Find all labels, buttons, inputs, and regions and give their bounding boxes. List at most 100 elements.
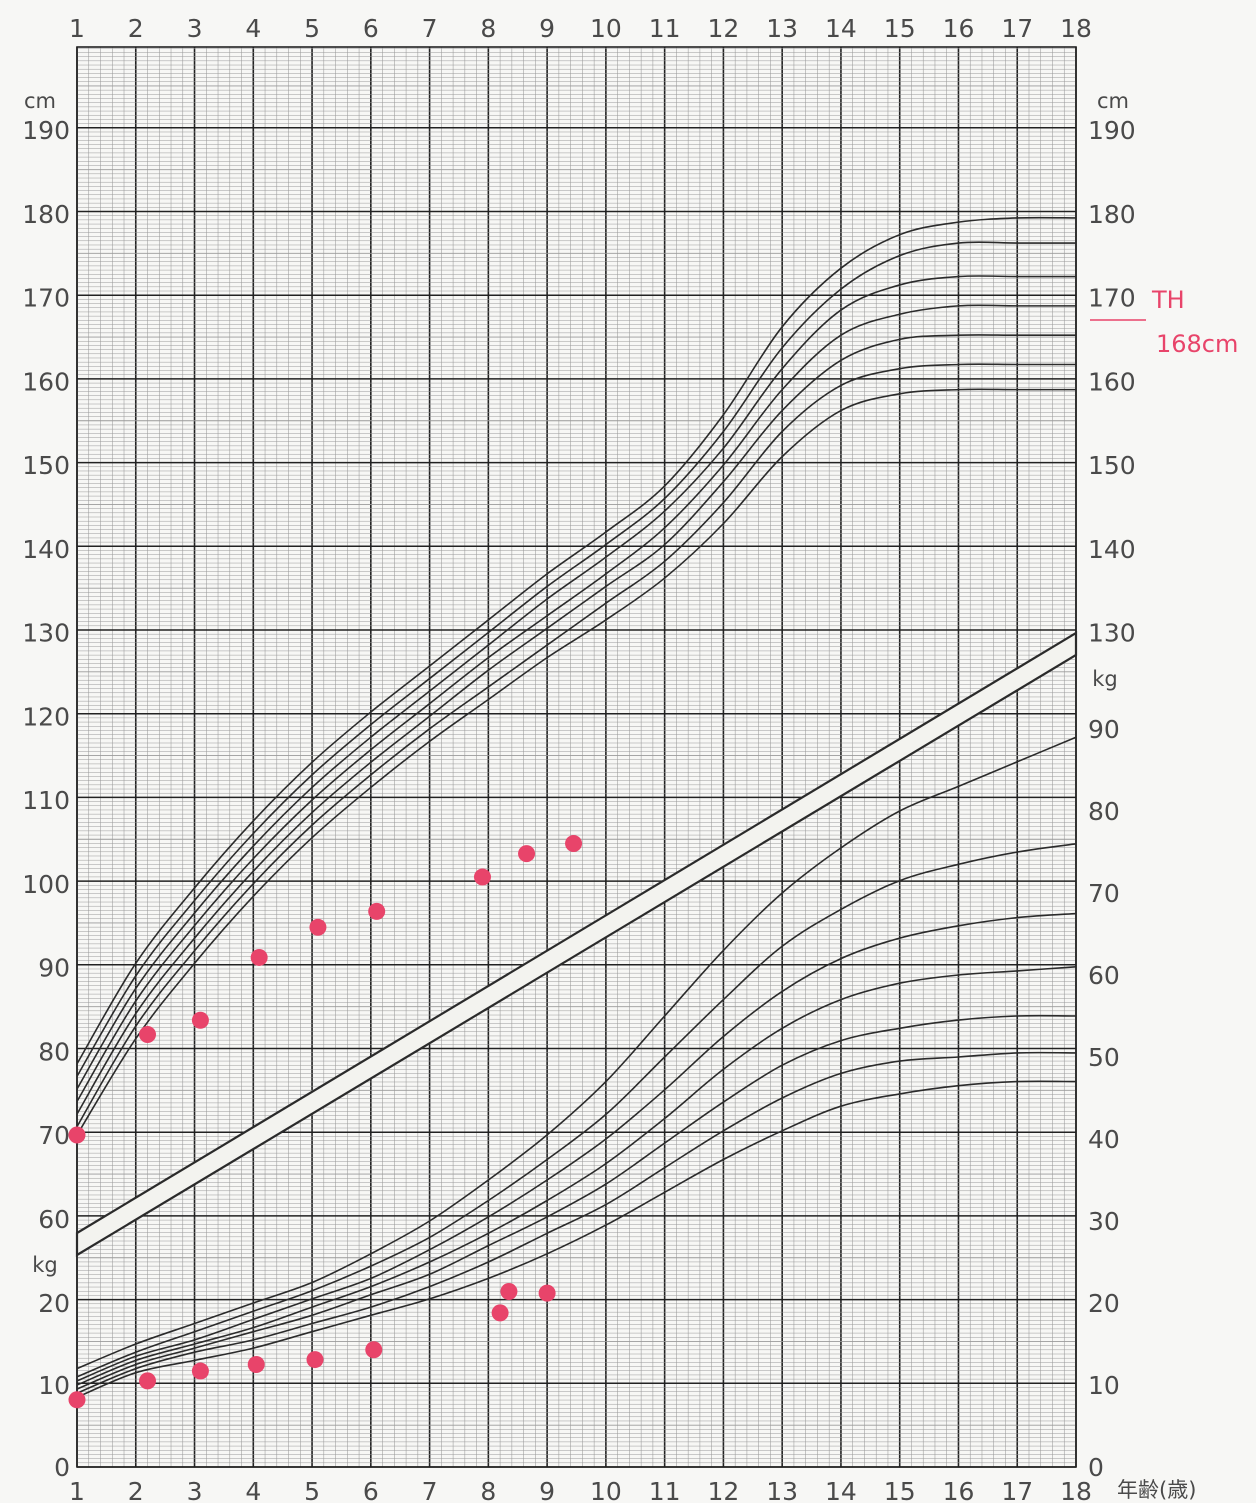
x-tick-label-top: 2: [128, 14, 144, 43]
height-tick-label-left: 190: [22, 116, 70, 145]
x-tick-label-top: 18: [1060, 14, 1092, 43]
weight-measurement-point: [538, 1284, 556, 1302]
x-tick-label-top: 8: [480, 14, 496, 43]
weight-tick-label-right: 10: [1088, 1371, 1120, 1400]
x-tick-label-top: 14: [825, 14, 857, 43]
x-tick-label-top: 12: [708, 14, 740, 43]
height-tick-label-right: 160: [1088, 367, 1136, 396]
axis-tick-labels: 1122334455667788991010111112121313141415…: [22, 14, 1135, 1503]
height-tick-label-right: 170: [1088, 284, 1136, 313]
weight-percentile-line: [76, 912, 1077, 1382]
weight-measurement-point: [500, 1283, 518, 1301]
x-tick-label-bottom: 6: [363, 1477, 379, 1503]
weight-percentile-line: [76, 736, 1077, 1370]
height-percentile-line: [76, 275, 1076, 1090]
x-tick-label-top: 15: [884, 14, 916, 43]
weight-unit-right: kg: [1092, 667, 1118, 691]
height-tick-label-right: 190: [1088, 116, 1136, 145]
height-tick-label-right: 150: [1088, 451, 1136, 480]
height-percentile-line: [76, 304, 1076, 1102]
target-height-label: TH: [1151, 286, 1185, 314]
weight-tick-label-right: 30: [1088, 1207, 1120, 1236]
height-measurement-point: [309, 918, 327, 936]
height-tick-label-left: 160: [22, 367, 70, 396]
height-percentile-line: [76, 334, 1076, 1115]
x-tick-label-bottom: 10: [590, 1477, 622, 1503]
height-measurement-point: [368, 902, 386, 920]
x-tick-label-bottom: 3: [187, 1477, 203, 1503]
x-tick-label-bottom: 13: [766, 1477, 798, 1503]
x-tick-label-bottom: 1: [69, 1477, 85, 1503]
plot-frame: [76, 46, 1077, 1468]
x-tick-label-top: 17: [1001, 14, 1033, 43]
target-height-value: 168cm: [1156, 330, 1238, 358]
weight-percentile-curves: [76, 736, 1077, 1399]
weight-measurement-point: [68, 1391, 86, 1409]
height-percentile-curves: [76, 216, 1077, 1136]
x-tick-label-bottom: 7: [422, 1477, 438, 1503]
x-axis-label: 年齢(歳): [1117, 1478, 1196, 1502]
height-measurement-point: [518, 845, 536, 863]
weight-tick-label-right: 0: [1088, 1453, 1104, 1482]
height-tick-label-left: 130: [22, 619, 70, 648]
weight-measurement-point: [365, 1341, 383, 1359]
weight-tick-label-left: 10: [38, 1371, 70, 1400]
x-tick-label-bottom: 5: [304, 1477, 320, 1503]
x-tick-label-bottom: 15: [884, 1477, 916, 1503]
x-tick-label-bottom: 12: [708, 1477, 740, 1503]
height-percentile-line: [76, 241, 1076, 1077]
height-tick-label-left: 140: [22, 535, 70, 564]
height-tick-label-left: 90: [38, 954, 70, 983]
height-tick-label-left: 70: [38, 1121, 70, 1150]
height-unit-left: cm: [24, 89, 56, 113]
height-percentile-line: [76, 388, 1076, 1136]
weight-tick-label-left: 20: [38, 1289, 70, 1318]
weight-unit-left: kg: [32, 1253, 58, 1277]
x-tick-label-top: 11: [649, 14, 681, 43]
x-tick-label-top: 7: [422, 14, 438, 43]
height-tick-label-left: 120: [22, 702, 70, 731]
weight-tick-label-left: 0: [54, 1453, 70, 1482]
x-tick-label-top: 5: [304, 14, 320, 43]
x-tick-label-bottom: 9: [539, 1477, 555, 1503]
x-tick-label-bottom: 18: [1060, 1477, 1092, 1503]
x-tick-label-top: 4: [245, 14, 261, 43]
height-measurement-point: [250, 948, 268, 966]
height-tick-label-right: 130: [1088, 619, 1136, 648]
x-tick-label-top: 10: [590, 14, 622, 43]
height-tick-label-left: 170: [22, 284, 70, 313]
weight-percentile-line: [76, 1080, 1077, 1399]
height-measurement-point: [565, 835, 583, 853]
height-measurement-point: [473, 868, 491, 886]
height-percentile-line: [76, 216, 1077, 1065]
x-tick-label-top: 1: [69, 14, 85, 43]
height-percentile-line: [76, 363, 1076, 1128]
height-measurement-point: [191, 1011, 209, 1029]
weight-percentile-line: [76, 1051, 1077, 1394]
height-measurement-point: [68, 1126, 86, 1144]
weight-measurement-point: [247, 1356, 265, 1373]
weight-measurement-point: [491, 1304, 509, 1322]
weight-tick-label-right: 70: [1088, 879, 1120, 908]
weight-measurement-point: [191, 1362, 209, 1380]
x-tick-label-top: 3: [187, 14, 203, 43]
weight-measurement-point: [139, 1372, 157, 1390]
measurement-points: [68, 835, 583, 1409]
weight-tick-label-right: 20: [1088, 1289, 1120, 1318]
weight-percentile-line: [76, 966, 1077, 1386]
x-tick-label-bottom: 14: [825, 1477, 857, 1503]
x-tick-label-bottom: 8: [480, 1477, 496, 1503]
divider-band-shape: [75, 631, 1078, 1257]
height-tick-label-left: 150: [22, 451, 70, 480]
x-tick-label-top: 6: [363, 14, 379, 43]
x-tick-label-bottom: 4: [245, 1477, 261, 1503]
height-tick-label-left: 60: [38, 1205, 70, 1234]
weight-tick-label-right: 40: [1088, 1125, 1120, 1154]
height-tick-label-right: 140: [1088, 535, 1136, 564]
height-tick-label-left: 100: [22, 870, 70, 899]
weight-tick-label-right: 80: [1088, 797, 1120, 826]
weight-measurement-point: [306, 1351, 324, 1369]
height-tick-label-left: 180: [22, 200, 70, 229]
weight-percentile-line: [76, 843, 1077, 1378]
